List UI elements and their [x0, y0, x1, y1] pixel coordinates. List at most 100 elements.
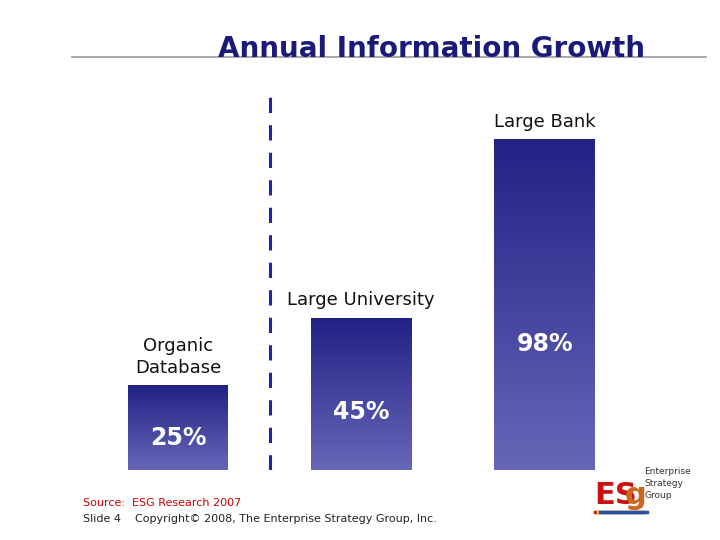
Bar: [311, 354, 412, 355]
Bar: [494, 418, 595, 420]
Bar: [494, 217, 595, 218]
Bar: [311, 405, 412, 406]
Bar: [311, 366, 412, 367]
Bar: [494, 247, 595, 248]
Bar: [494, 428, 595, 430]
Bar: [311, 417, 412, 418]
Bar: [494, 403, 595, 406]
Bar: [494, 346, 595, 347]
Bar: [311, 454, 412, 455]
Bar: [311, 325, 412, 326]
Bar: [311, 332, 412, 333]
Bar: [311, 402, 412, 403]
Bar: [311, 324, 412, 325]
Bar: [311, 357, 412, 358]
Bar: [494, 381, 595, 382]
Bar: [494, 271, 595, 273]
Bar: [311, 468, 412, 469]
Bar: [311, 413, 412, 414]
Bar: [311, 392, 412, 393]
Bar: [311, 429, 412, 430]
Text: Organic
Database: Organic Database: [135, 337, 221, 377]
Bar: [494, 406, 595, 407]
Bar: [494, 361, 595, 362]
Bar: [494, 389, 595, 390]
Bar: [494, 336, 595, 338]
Bar: [494, 468, 595, 470]
Bar: [311, 381, 412, 382]
Bar: [494, 146, 595, 147]
Bar: [311, 327, 412, 328]
Bar: [494, 227, 595, 228]
Bar: [494, 450, 595, 451]
Bar: [311, 415, 412, 416]
Bar: [311, 369, 412, 370]
Bar: [311, 459, 412, 460]
Bar: [494, 460, 595, 462]
Bar: [494, 456, 595, 458]
Bar: [311, 318, 412, 319]
Bar: [494, 283, 595, 285]
Bar: [494, 364, 595, 366]
Bar: [494, 172, 595, 174]
Bar: [311, 456, 412, 457]
Bar: [494, 197, 595, 199]
Bar: [494, 377, 595, 379]
Bar: [494, 423, 595, 425]
Bar: [494, 324, 595, 326]
Bar: [494, 305, 595, 306]
Bar: [311, 341, 412, 342]
Bar: [494, 210, 595, 212]
Bar: [494, 276, 595, 278]
Bar: [494, 184, 595, 185]
Bar: [311, 355, 412, 356]
Bar: [494, 309, 595, 311]
Bar: [494, 427, 595, 428]
Bar: [494, 176, 595, 177]
Bar: [311, 419, 412, 420]
Bar: [311, 446, 412, 447]
Bar: [494, 192, 595, 194]
Bar: [311, 404, 412, 405]
Bar: [311, 330, 412, 331]
Bar: [494, 288, 595, 289]
Bar: [494, 222, 595, 224]
Bar: [311, 320, 412, 321]
Bar: [494, 237, 595, 238]
Bar: [494, 190, 595, 192]
Bar: [311, 395, 412, 396]
Bar: [494, 260, 595, 261]
Bar: [311, 460, 412, 461]
Bar: [494, 215, 595, 217]
Bar: [494, 154, 595, 156]
Bar: [311, 360, 412, 361]
Bar: [494, 224, 595, 225]
Bar: [494, 432, 595, 434]
Bar: [311, 393, 412, 394]
Bar: [311, 427, 412, 428]
Bar: [494, 278, 595, 280]
Bar: [311, 464, 412, 465]
Bar: [494, 286, 595, 288]
Bar: [311, 394, 412, 395]
Bar: [494, 248, 595, 250]
Bar: [311, 344, 412, 345]
Bar: [311, 323, 412, 324]
Bar: [311, 389, 412, 390]
Bar: [494, 261, 595, 263]
Bar: [494, 220, 595, 222]
Bar: [494, 301, 595, 303]
Bar: [494, 245, 595, 247]
Bar: [311, 448, 412, 449]
Bar: [494, 314, 595, 316]
Bar: [311, 442, 412, 443]
Text: 98%: 98%: [516, 332, 573, 356]
Bar: [311, 466, 412, 467]
Bar: [311, 371, 412, 372]
Bar: [494, 367, 595, 369]
Bar: [494, 370, 595, 372]
Bar: [494, 265, 595, 266]
Bar: [494, 410, 595, 412]
Bar: [494, 180, 595, 182]
Bar: [311, 353, 412, 354]
